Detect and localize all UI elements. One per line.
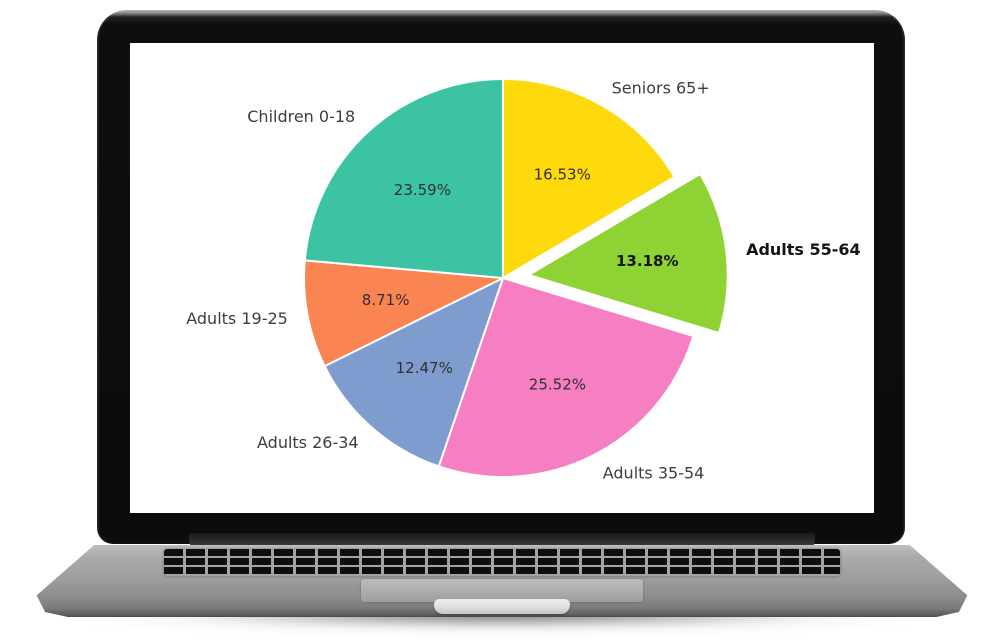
pie-slice-seniors-65 — [502, 78, 676, 279]
pie-slice-adults-35-54 — [437, 277, 695, 478]
pie-slice-adults-55-64 — [527, 172, 729, 334]
pie-pct-label-adults-19-25: 8.71% — [362, 291, 410, 309]
pie-category-label-adults-26-34: Adults 26-34 — [257, 433, 359, 452]
laptop-lid-bezel: 16.53% Seniors 65+ 13.18% Adults 55-64 25.52… — [97, 10, 905, 544]
pie-pct-label-adults-55-64: 13.18% — [616, 252, 678, 270]
pie-pct-label-adults-26-34: 12.47% — [396, 359, 453, 377]
pie-pct-label-children-0-18: 23.59% — [394, 181, 451, 199]
pie-category-label-seniors-65: Seniors 65+ — [612, 79, 710, 98]
pie-pct-label-seniors-65: 16.53% — [534, 166, 591, 184]
pie-category-label-children-0-18: Children 0-18 — [247, 107, 355, 126]
pie-slice-children-0-18 — [303, 78, 504, 279]
pie-chart: 16.53% Seniors 65+ 13.18% Adults 55-64 25.52… — [186, 78, 861, 482]
pie-pct-label-adults-35-54: 25.52% — [529, 376, 586, 394]
laptop-lid-notch — [434, 599, 570, 614]
laptop-trackpad — [361, 579, 643, 602]
pie-slice-adults-19-25 — [303, 259, 504, 368]
pie-category-label-adults-19-25: Adults 19-25 — [186, 309, 288, 328]
pie-slice-adults-26-34 — [323, 277, 504, 468]
laptop-screen: 16.53% Seniors 65+ 13.18% Adults 55-64 25.52… — [130, 43, 874, 513]
laptop-keyboard — [164, 549, 840, 576]
pie-category-label-adults-35-54: Adults 35-54 — [603, 463, 705, 482]
pie-category-label-adults-55-64: Adults 55-64 — [746, 240, 861, 259]
laptop-base — [36, 545, 968, 617]
